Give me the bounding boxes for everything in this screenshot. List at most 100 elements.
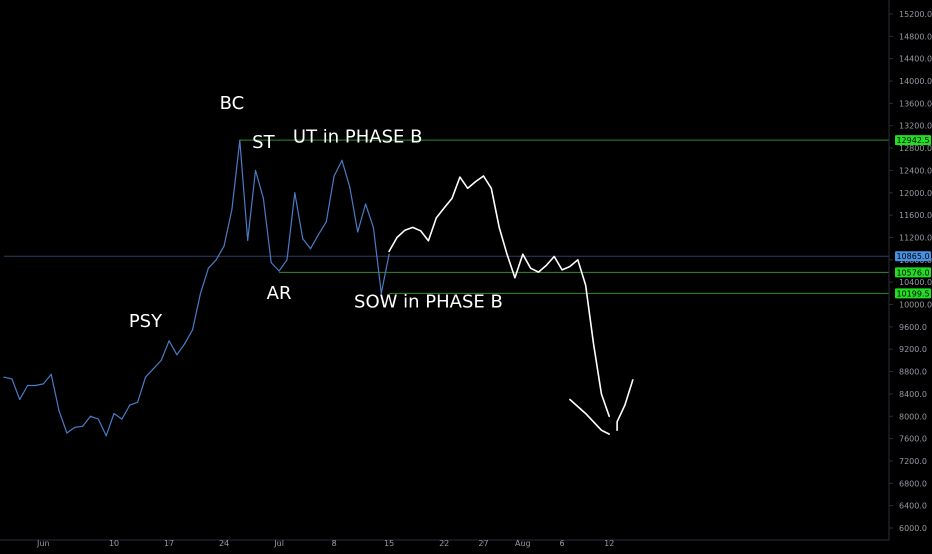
price-point [82, 425, 84, 427]
price-point [176, 354, 178, 356]
price-point [239, 139, 241, 141]
price-point [207, 267, 209, 269]
price-tick-label: 8400.0 [899, 390, 927, 399]
price-point [364, 203, 367, 205]
price-line [3, 139, 390, 437]
price-point [372, 226, 375, 229]
price-point [388, 253, 390, 255]
projection-drawing [388, 175, 634, 435]
price-point [199, 292, 202, 294]
price-tick-label: 8000.0 [899, 412, 927, 421]
annotations: PSY BC ST AR UT in PHASE B SOW in PHASE B [129, 93, 503, 332]
price-series [3, 139, 390, 437]
time-axis[interactable]: Jun 10 17 24 Jul 8 15 22 27 Aug 6 12 [0, 539, 889, 548]
price-level-badge [895, 267, 931, 278]
price-tick-label: 14800.0 [899, 32, 932, 41]
price-badges: 12942.5 10865.0 10576.0 10199.5 [895, 135, 931, 299]
price-point [247, 239, 249, 241]
price-point [19, 398, 21, 401]
annotation-label: PSY [129, 311, 163, 332]
price-point [42, 383, 44, 385]
time-tick-label: 12 [604, 539, 614, 548]
horizontal-levels [4, 139, 889, 294]
price-point [58, 410, 60, 412]
time-tick-label: Aug [515, 539, 531, 548]
price-level-badge [895, 135, 931, 146]
price-point [357, 231, 359, 233]
time-tick-label: 27 [478, 539, 488, 548]
price-tick-label: 10000.0 [899, 301, 932, 310]
price-point [89, 415, 92, 417]
price-point [11, 378, 13, 380]
price-point [317, 234, 319, 236]
price-point [309, 248, 312, 250]
price-tick-label: 11200.0 [899, 233, 932, 242]
price-tick-label: 12400.0 [899, 166, 932, 175]
price-tick-label: 13200.0 [899, 122, 932, 131]
price-tick-label: 12800.0 [899, 144, 932, 153]
price-tick-label: 14000.0 [899, 77, 932, 86]
price-point [341, 159, 343, 161]
time-tick-label: Jun [36, 539, 50, 548]
price-point [34, 384, 37, 387]
annotation-label: AR [267, 283, 292, 304]
projection-path [388, 175, 610, 418]
price-point [270, 262, 272, 264]
price-tick-label: 12000.0 [899, 189, 932, 198]
price-point [333, 175, 335, 177]
projection-arrow-stroke [616, 379, 634, 431]
price-point [50, 373, 52, 375]
time-tick-label: 17 [164, 539, 174, 548]
price-point [231, 208, 233, 211]
price-level-badge-label: 12942.5 [896, 136, 929, 145]
time-tick-label: 10 [109, 539, 119, 548]
annotation-label: UT in PHASE B [293, 127, 423, 148]
price-point [66, 432, 68, 434]
projection-arrow-stroke [569, 398, 610, 435]
price-point [286, 259, 288, 261]
price-tick-label: 11600.0 [899, 211, 932, 220]
price-point [137, 401, 139, 403]
price-level-badge-label: 10865.0 [896, 252, 929, 261]
price-level-badge-label: 10199.5 [896, 289, 929, 298]
price-tick-label: 7600.0 [899, 435, 927, 444]
price-tick-label: 14400.0 [899, 55, 932, 64]
price-point [278, 270, 280, 272]
price-point [302, 237, 304, 240]
price-point [215, 259, 217, 261]
price-point [349, 186, 351, 188]
price-axis[interactable]: 15200.0 14800.0 14400.0 14000.0 13600.0 13200… [888, 0, 932, 540]
time-tick-label: 22 [439, 539, 449, 548]
price-tick-label: 8800.0 [899, 368, 927, 377]
price-point [152, 368, 154, 370]
price-point [294, 192, 296, 194]
price-point [113, 412, 115, 415]
price-point [380, 292, 382, 294]
price-tick-label: 15200.0 [899, 10, 932, 19]
price-tick-label: 7200.0 [899, 457, 927, 466]
price-point [144, 376, 147, 378]
price-point [192, 329, 194, 331]
time-tick-label: 8 [332, 539, 337, 548]
price-tick-label: 6800.0 [899, 479, 927, 488]
price-level-badge-label: 10576.0 [896, 268, 929, 277]
price-point [26, 384, 29, 387]
price-point [254, 169, 257, 172]
price-point [160, 359, 162, 361]
price-point [129, 404, 131, 406]
price-tick-label: 6000.0 [899, 524, 927, 533]
price-point [97, 418, 99, 420]
time-tick-label: 24 [219, 539, 229, 548]
price-point [325, 221, 327, 223]
annotation-label: ST [252, 132, 275, 153]
price-point [121, 418, 123, 420]
time-tick-label: 6 [560, 539, 565, 548]
time-tick-label: 15 [384, 539, 394, 548]
price-point [74, 426, 76, 429]
price-point [105, 435, 107, 437]
price-point [223, 245, 225, 247]
price-tick-label: 13600.0 [899, 99, 932, 108]
